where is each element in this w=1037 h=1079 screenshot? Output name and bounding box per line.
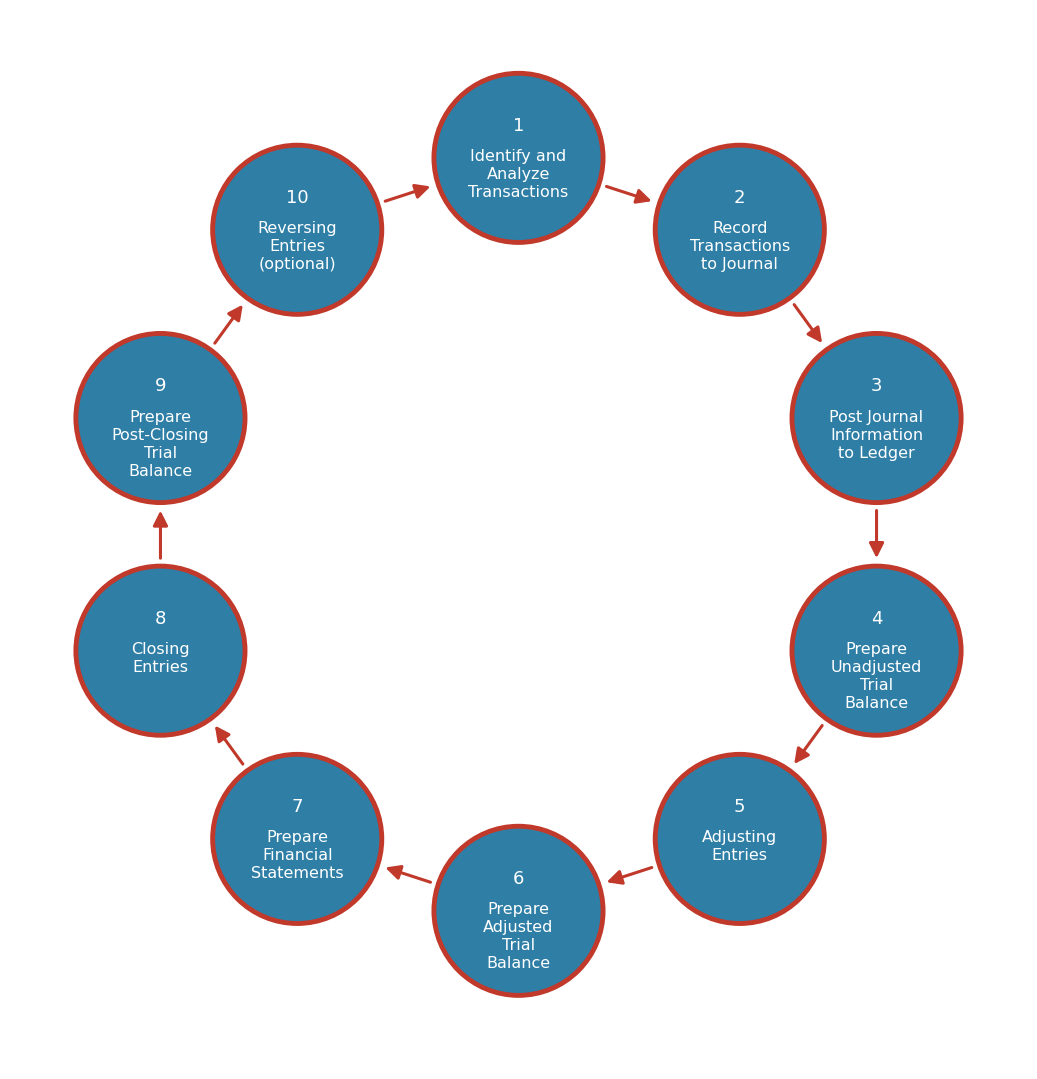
Text: 7: 7	[291, 798, 303, 817]
Circle shape	[792, 566, 961, 735]
Text: Prepare
Post-Closing
Trial
Balance: Prepare Post-Closing Trial Balance	[112, 410, 209, 479]
Text: 6: 6	[513, 871, 524, 888]
Circle shape	[433, 827, 604, 996]
Circle shape	[213, 146, 382, 314]
Text: Post Journal
Information
to Ledger: Post Journal Information to Ledger	[830, 410, 924, 461]
Text: 9: 9	[155, 378, 166, 395]
Text: Adjusting
Entries: Adjusting Entries	[702, 831, 778, 863]
Text: 3: 3	[871, 378, 882, 395]
Text: 10: 10	[286, 189, 309, 207]
Circle shape	[213, 754, 382, 924]
Text: 5: 5	[734, 798, 746, 817]
Circle shape	[655, 754, 824, 924]
Text: Prepare
Financial
Statements: Prepare Financial Statements	[251, 831, 343, 882]
Text: Record
Transactions
to Journal: Record Transactions to Journal	[690, 221, 790, 272]
Text: 8: 8	[155, 610, 166, 628]
Text: Reversing
Entries
(optional): Reversing Entries (optional)	[257, 221, 337, 272]
Text: Closing
Entries: Closing Entries	[131, 642, 190, 675]
Text: 2: 2	[734, 189, 746, 207]
Text: 1: 1	[513, 118, 524, 135]
Circle shape	[792, 333, 961, 503]
Text: Prepare
Unadjusted
Trial
Balance: Prepare Unadjusted Trial Balance	[831, 642, 922, 711]
Circle shape	[433, 73, 604, 243]
Text: Prepare
Adjusted
Trial
Balance: Prepare Adjusted Trial Balance	[483, 902, 554, 971]
Circle shape	[76, 333, 245, 503]
Circle shape	[76, 566, 245, 735]
Text: 4: 4	[871, 610, 882, 628]
Text: Identify and
Analyze
Transactions: Identify and Analyze Transactions	[469, 149, 568, 201]
Circle shape	[655, 146, 824, 314]
